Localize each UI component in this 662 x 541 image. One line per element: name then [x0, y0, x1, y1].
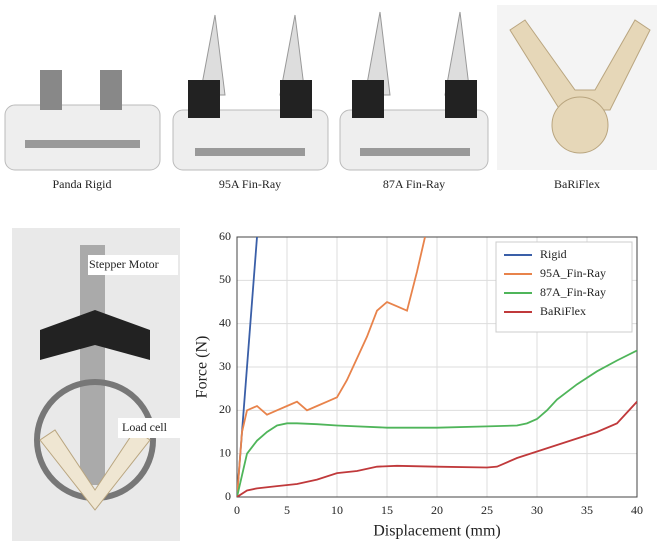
x-tick-label: 20	[431, 503, 443, 517]
y-tick-label: 10	[219, 445, 231, 459]
photo-bariflex	[497, 5, 657, 170]
caption: 87A Fin-Ray	[383, 177, 445, 191]
y-tick-label: 30	[219, 359, 231, 373]
legend-label: Rigid	[540, 247, 567, 261]
x-tick-label: 30	[531, 503, 543, 517]
x-tick-label: 40	[631, 503, 643, 517]
y-tick-label: 50	[219, 272, 231, 286]
x-tick-label: 15	[381, 503, 393, 517]
photo-87a-fin-ray	[340, 12, 488, 170]
y-axis-label: Force (N)	[194, 336, 211, 399]
photo-95a-fin-ray	[173, 15, 328, 170]
photo-panda-rigid	[5, 70, 160, 170]
x-tick-label: 25	[481, 503, 493, 517]
legend-label: 87A_Fin-Ray	[540, 285, 606, 299]
plot: 0 10 20 30 40 50 60 0 5 10 15 20 25 30 35 40 Rigid 95A_Fi…	[219, 229, 643, 517]
x-tick-label: 10	[331, 503, 343, 517]
y-tick-label: 40	[219, 315, 231, 329]
photo-label: Stepper Motor	[89, 257, 159, 271]
photo-test-rig	[12, 228, 180, 541]
x-tick-label: 5	[284, 503, 290, 517]
photo-label: Load cell	[122, 420, 168, 434]
figure: Stepper Motor Load cell Panda Rigid 95A …	[0, 0, 662, 541]
y-tick-label: 0	[225, 489, 231, 503]
y-tick-label: 20	[219, 402, 231, 416]
x-tick-label: 0	[234, 503, 240, 517]
legend-label: BaRiFlex	[540, 304, 586, 318]
x-axis-label: Displacement (mm)	[373, 523, 501, 540]
legend-label: 95A_Fin-Ray	[540, 266, 606, 280]
y-tick-label: 60	[219, 229, 231, 243]
caption: 95A Fin-Ray	[219, 177, 281, 191]
caption: Panda Rigid	[53, 177, 112, 191]
caption: BaRiFlex	[554, 177, 600, 191]
x-tick-label: 35	[581, 503, 593, 517]
